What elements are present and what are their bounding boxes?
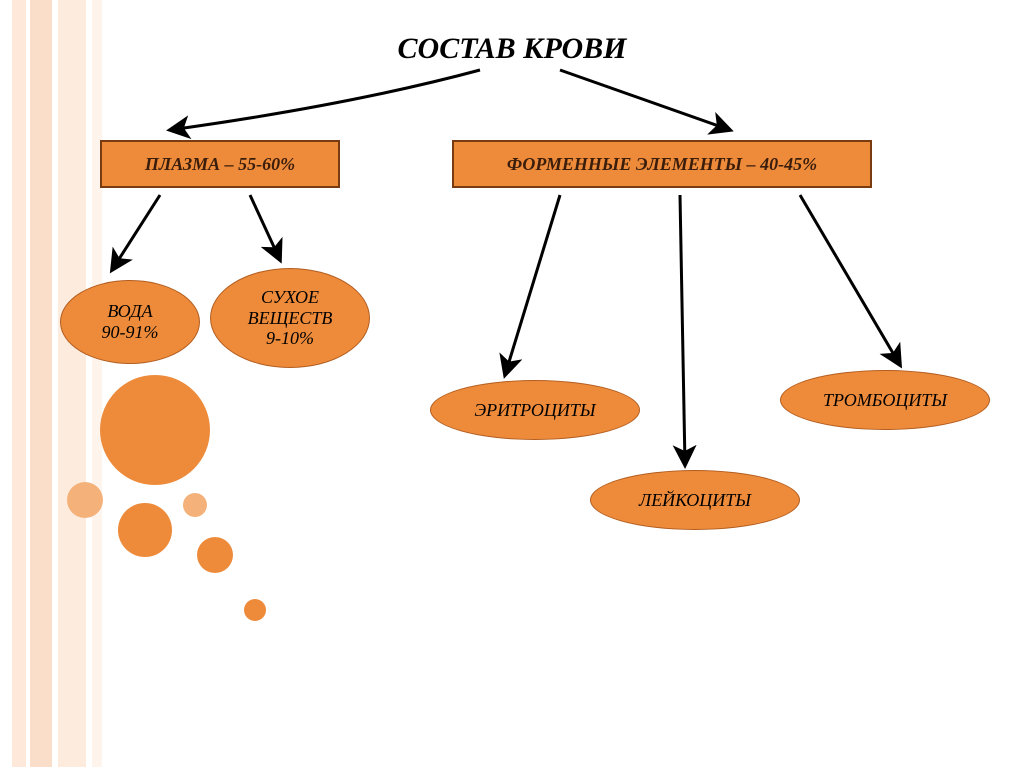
diagram-stage: СОСТАВ КРОВИ ПЛАЗМА – 55-60% ФОРМЕННЫЕ Э… bbox=[0, 0, 1024, 767]
decor-circle bbox=[118, 503, 172, 557]
decor-circle bbox=[197, 537, 233, 573]
decor-circle bbox=[100, 375, 210, 485]
decor-stripe bbox=[12, 0, 26, 767]
node-plasma-label: ПЛАЗМА – 55-60% bbox=[145, 154, 295, 175]
decor-stripe bbox=[58, 0, 86, 767]
node-dry-label: СУХОЕВЕЩЕСТВ9-10% bbox=[248, 287, 333, 349]
node-thrombocytes: ТРОМБОЦИТЫ bbox=[780, 370, 990, 430]
node-thromb-label: ТРОМБОЦИТЫ bbox=[823, 390, 947, 411]
node-leuk-label: ЛЕЙКОЦИТЫ bbox=[639, 490, 751, 511]
node-dry-substance: СУХОЕВЕЩЕСТВ9-10% bbox=[210, 268, 370, 368]
node-formed-label: ФОРМЕННЫЕ ЭЛЕМЕНТЫ – 40-45% bbox=[507, 154, 817, 175]
node-plasma: ПЛАЗМА – 55-60% bbox=[100, 140, 340, 188]
node-leukocytes: ЛЕЙКОЦИТЫ bbox=[590, 470, 800, 530]
node-water: ВОДА90-91% bbox=[60, 280, 200, 364]
node-erythrocytes: ЭРИТРОЦИТЫ bbox=[430, 380, 640, 440]
decor-circle bbox=[67, 482, 103, 518]
decor-stripe bbox=[92, 0, 102, 767]
decor-stripe bbox=[30, 0, 52, 767]
node-formed-elements: ФОРМЕННЫЕ ЭЛЕМЕНТЫ – 40-45% bbox=[452, 140, 872, 188]
node-water-label: ВОДА90-91% bbox=[102, 301, 159, 342]
node-eryth-label: ЭРИТРОЦИТЫ bbox=[474, 400, 595, 421]
page-title: СОСТАВ КРОВИ bbox=[0, 32, 1024, 66]
decor-circle bbox=[244, 599, 266, 621]
decor-circle bbox=[183, 493, 207, 517]
